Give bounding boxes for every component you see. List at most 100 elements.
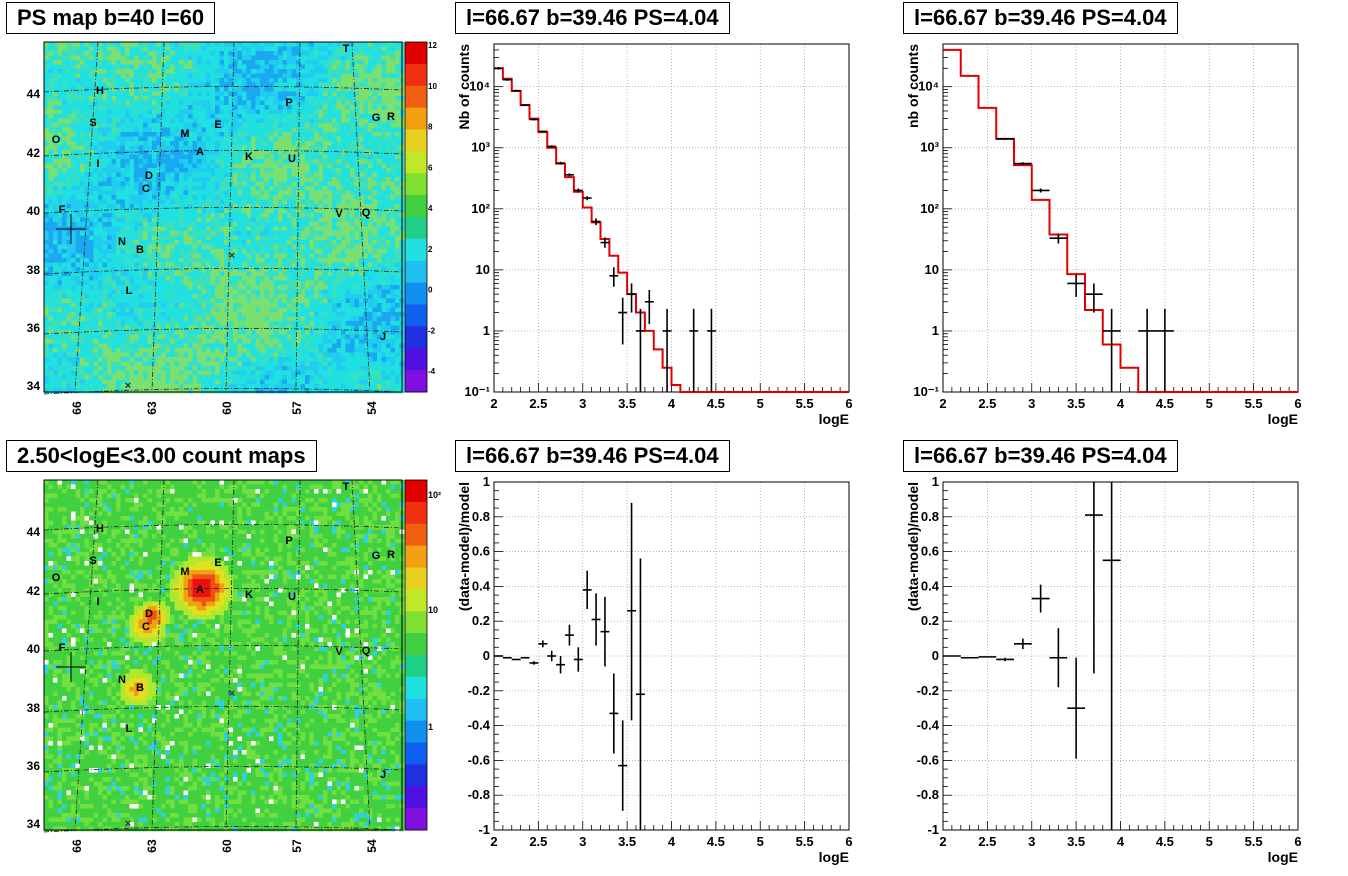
y-tick-label: 10⁴ [469,79,490,94]
source-label-k: K [245,589,253,601]
y-tick-label: 10⁴ [918,79,939,94]
y-tick-label: -0.8 [917,787,939,802]
source-label-t: T [343,481,350,493]
latitude-line [43,207,403,214]
y-axis-label: (data-model)/model [905,482,921,611]
source-label-r: R [387,111,395,123]
source-label-j: J [380,331,386,343]
lat-tick-label: 34 [27,817,41,831]
data-point [582,570,592,610]
data-point [502,78,512,81]
lon-tick-label: 60 [220,401,234,415]
lon-tick-label: 66 [70,839,84,853]
data-point [591,593,601,646]
y-tick-label: -0.4 [917,718,940,733]
latitude-line [43,388,403,395]
source-label-g: G [372,112,381,124]
y-tick-label: -0.6 [468,752,490,767]
data-point [662,308,672,392]
source-label-c: C [142,621,150,633]
colorbar-tick-label: 10 [428,605,438,615]
longitude-line [295,41,301,393]
y-tick-label: 1 [932,323,939,338]
map-frame [43,479,403,831]
colorbar-tick-label: -4 [428,367,436,376]
colorbar-segment [405,501,427,525]
colorbar-tick-label: 2 [428,245,433,254]
data-point [996,657,1014,662]
x-tick-label: 5.5 [1245,834,1263,849]
x-marker: × [125,818,131,830]
source-label-m: M [180,128,189,140]
source-label-i: I [96,596,99,608]
x-axis-label: logE [819,411,849,427]
data-point [1049,628,1068,688]
colorbar-tick-label: -2 [428,326,436,335]
longitude-line [351,479,371,831]
residual-left-title: l=66.67 b=39.46 PS=4.04 [455,440,730,472]
colorbar-segment [405,611,427,634]
data-point [600,237,610,248]
latitude-line [43,86,403,93]
colorbar-segment [405,523,427,547]
y-axis-label: (data-model)/model [456,482,472,611]
longitude-line [74,479,99,831]
source-label-e: E [214,119,221,131]
lon-tick-label: 66 [70,401,84,415]
colorbar-segment [405,676,427,700]
x-tick-label: 2 [490,396,497,411]
y-tick-label: -0.2 [917,683,939,698]
x-marker: × [125,380,131,392]
source-label-p: P [285,97,292,109]
colorbar-segment [405,173,427,196]
y-tick-label: 0 [483,648,490,663]
x-tick-label: 3 [579,834,586,849]
data-point [707,308,716,392]
source-label-m: M [180,566,189,578]
y-tick-label: 1 [932,474,939,489]
y-tick-label: 10⁻¹ [913,384,939,399]
source-label-o: O [52,134,61,146]
x-tick-label: 5 [757,834,764,849]
colorbar-tick-label: 10 [428,82,437,91]
colorbar-tick-label: 6 [428,163,433,172]
colorbar-frame [404,41,428,393]
source-label-b: B [136,244,144,256]
x-tick-label: 4.5 [707,396,725,411]
x-tick-label: 5.5 [796,396,814,411]
data-point [1085,283,1103,313]
data-point [565,624,574,646]
data-point [1138,308,1156,392]
model-histogram [494,67,849,393]
x-tick-label: 4 [1117,834,1125,849]
residual-left-chart: 2 2.5 3 3.5 4 4.5 5 5.5 6 -1 -0.8 -0.6 -0.4 -0.2 0 0.2 0… [456,474,853,865]
x-tick-label: 2 [490,834,497,849]
data-point [1156,308,1174,392]
colorbar-frame [404,479,428,831]
x-tick-label: 6 [845,834,852,849]
longitude-line [151,41,165,393]
x-tick-label: 6 [1294,396,1301,411]
colorbar-segment [405,698,427,722]
data-point [591,218,601,226]
data-point [1031,188,1050,193]
source-label-n: N [118,236,126,248]
data-point [556,656,565,674]
data-point [538,640,548,648]
source-label-v: V [335,208,343,220]
colorbar-segment [405,282,427,305]
lat-tick-label: 44 [27,87,41,101]
source-label-h: H [96,523,104,535]
data-point [547,145,557,148]
colorbar-tick-label: 12 [428,41,437,50]
data-point [538,130,548,133]
source-label-g: G [372,550,381,562]
longitude-line [225,479,235,831]
colorbar-segment [405,107,427,130]
y-tick-label: 0.6 [472,544,490,559]
latitude-line [43,524,403,531]
map-pixels [44,480,405,832]
data-point [1085,482,1103,674]
colorbar-segment [405,655,427,678]
x-tick-label: 3.5 [1067,834,1085,849]
